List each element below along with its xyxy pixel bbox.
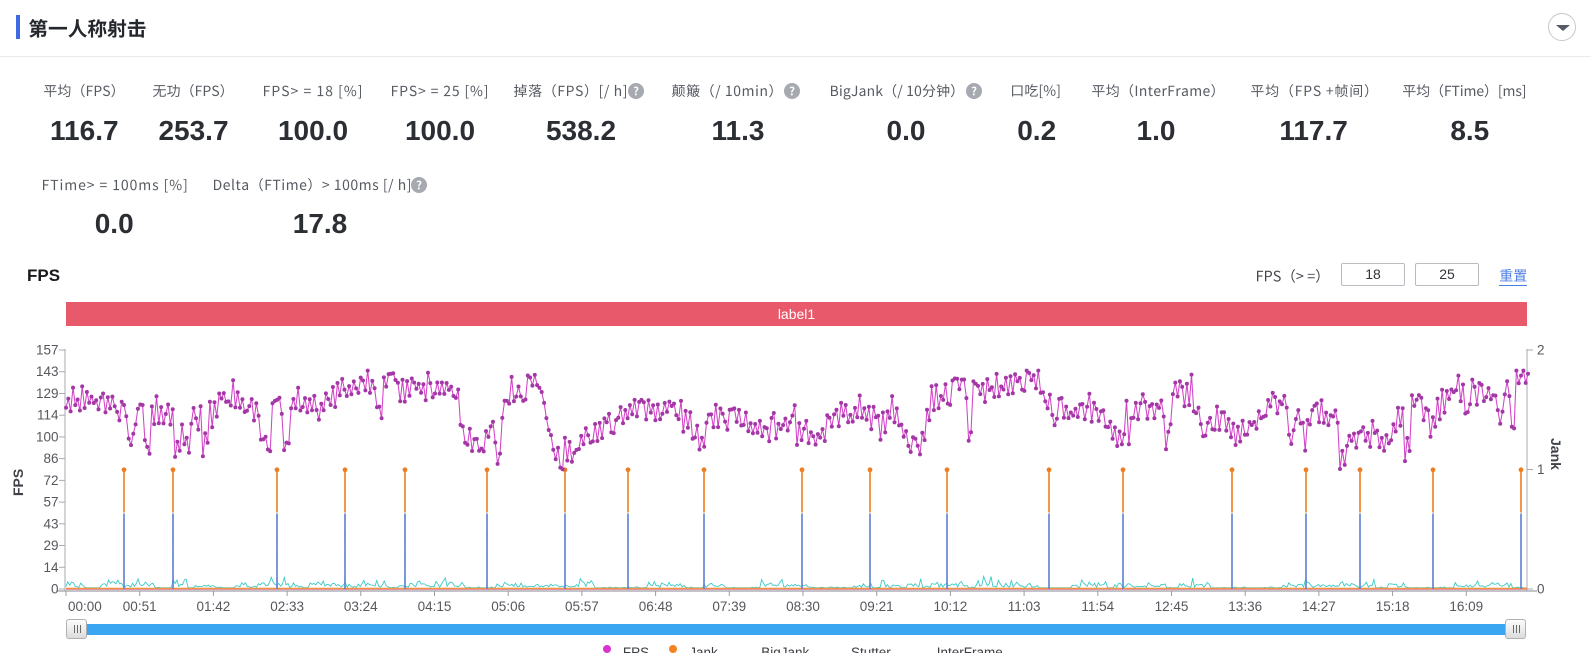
svg-text:05:57: 05:57 (565, 599, 599, 614)
svg-text:05:06: 05:06 (491, 599, 525, 614)
svg-text:86: 86 (43, 451, 58, 466)
svg-text:10:12: 10:12 (934, 599, 968, 614)
svg-text:57: 57 (43, 495, 58, 510)
svg-text:12:45: 12:45 (1155, 599, 1189, 614)
svg-text:07:39: 07:39 (712, 599, 746, 614)
svg-text:14: 14 (43, 560, 59, 575)
svg-text:157: 157 (36, 343, 59, 358)
svg-text:143: 143 (36, 364, 59, 379)
svg-text:0: 0 (1537, 582, 1545, 597)
svg-text:13:36: 13:36 (1228, 599, 1262, 614)
svg-text:0: 0 (51, 582, 59, 597)
svg-text:72: 72 (43, 473, 58, 488)
svg-text:16:09: 16:09 (1449, 599, 1483, 614)
svg-text:114: 114 (37, 408, 59, 423)
svg-text:02:33: 02:33 (270, 599, 304, 614)
svg-text:2: 2 (1537, 343, 1545, 358)
svg-text:11:03: 11:03 (1008, 599, 1041, 614)
svg-text:01:42: 01:42 (197, 599, 231, 614)
svg-text:100: 100 (36, 429, 59, 444)
svg-text:1: 1 (1537, 462, 1545, 477)
svg-text:14:27: 14:27 (1302, 599, 1336, 614)
svg-text:43: 43 (43, 516, 58, 531)
svg-text:00:51: 00:51 (123, 599, 157, 614)
svg-text:06:48: 06:48 (639, 599, 673, 614)
svg-text:Jank: Jank (1548, 438, 1564, 470)
svg-text:08:30: 08:30 (786, 599, 820, 614)
svg-text:11:54: 11:54 (1081, 599, 1114, 614)
svg-text:29: 29 (43, 538, 58, 553)
svg-text:09:21: 09:21 (860, 599, 894, 614)
svg-text:04:15: 04:15 (418, 599, 452, 614)
svg-text:15:18: 15:18 (1376, 599, 1410, 614)
svg-text:03:24: 03:24 (344, 599, 378, 614)
svg-text:FPS: FPS (10, 469, 26, 496)
svg-text:129: 129 (36, 386, 59, 401)
svg-text:00:00: 00:00 (68, 599, 102, 614)
